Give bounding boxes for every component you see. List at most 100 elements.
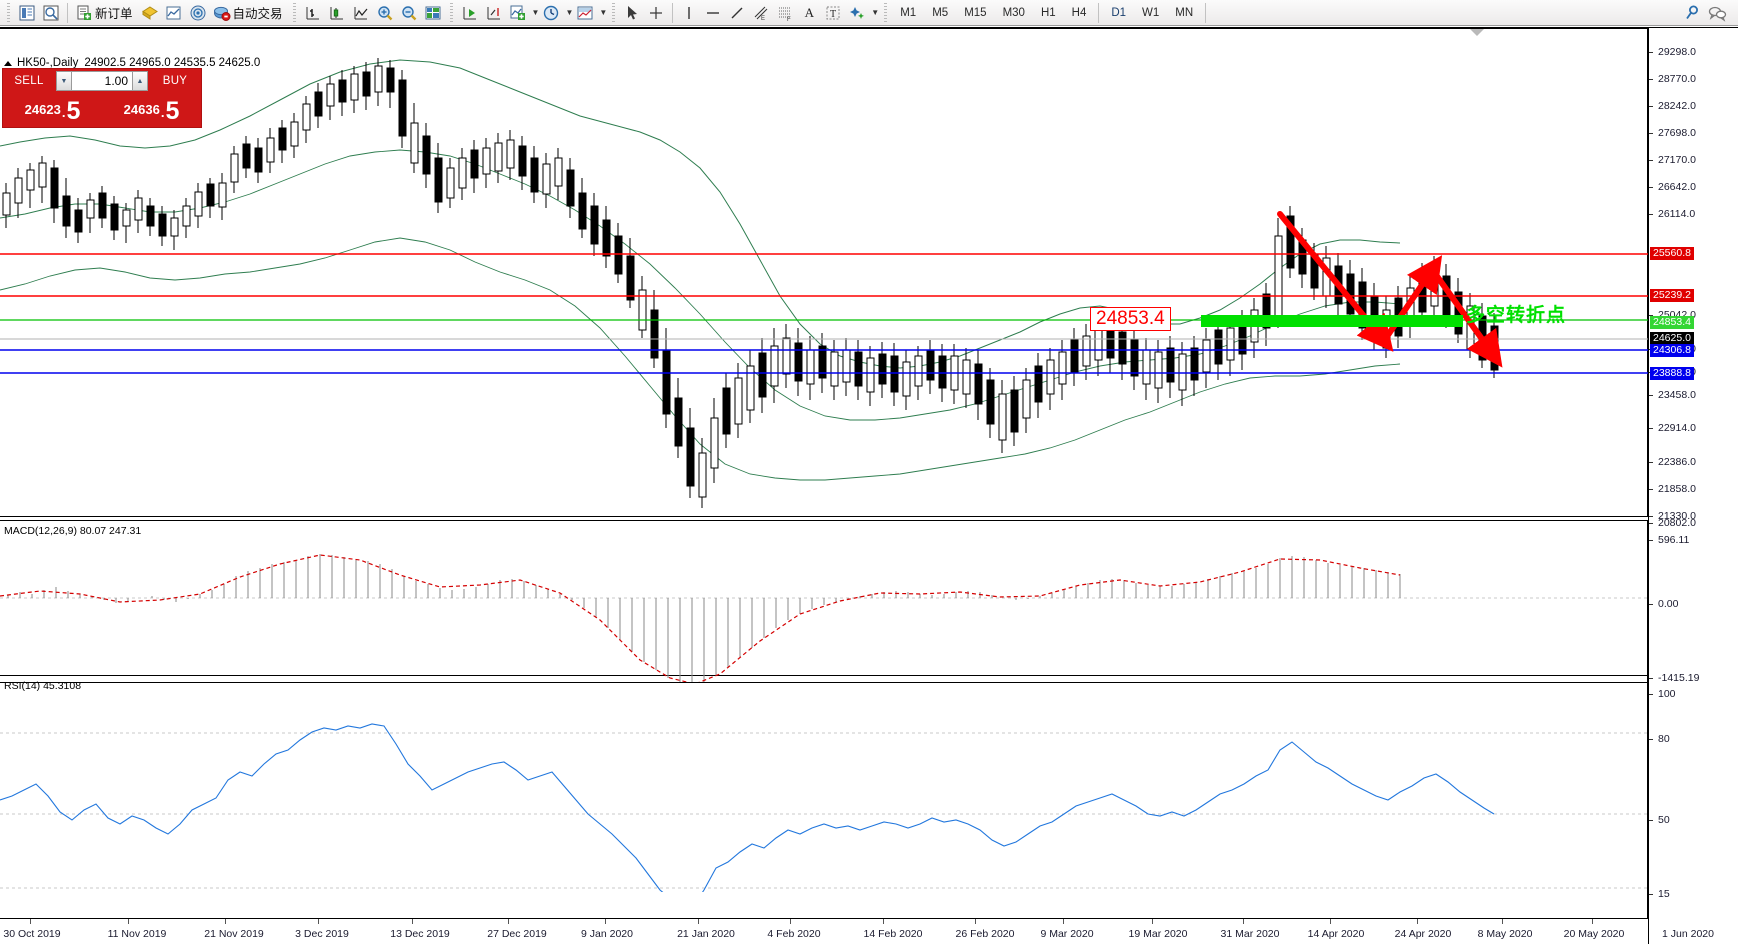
support-badge-23888[interactable]: 23888.8 [1650, 367, 1694, 380]
rsi-pane[interactable] [0, 675, 1648, 919]
timeframe-m15[interactable]: M15 [964, 6, 987, 19]
macd-pane[interactable] [0, 520, 1648, 683]
templates-dropdown-caret-icon[interactable]: ▼ [599, 8, 608, 17]
objects-dropdown-caret-icon[interactable]: ▼ [871, 8, 880, 17]
price-tick: 21858.0 [1649, 483, 1696, 495]
time-tick [30, 919, 31, 924]
macd-tick: 0.00 [1649, 598, 1678, 610]
toolbar-grip-5[interactable] [882, 2, 890, 23]
indicators-list-icon[interactable] [163, 2, 185, 24]
bar-chart-icon[interactable] [302, 2, 324, 24]
trade-panel-prices: 24623 . 5 24636 . 5 [3, 93, 201, 127]
search-icon[interactable] [1681, 2, 1703, 24]
expert-advisors-icon[interactable] [139, 2, 161, 24]
horizontal-line-icon[interactable] [702, 2, 724, 24]
resistance-badge-25560[interactable]: 25560.8 [1650, 247, 1694, 260]
price-axis[interactable]: 29298.0 28770.0 28242.0 27698.0 27170.0 … [1648, 28, 1738, 944]
timeframe-d1[interactable]: D1 [1111, 6, 1127, 19]
chart-shift-icon[interactable] [422, 2, 444, 24]
time-label: 19 Mar 2020 [1128, 928, 1188, 940]
time-axis[interactable]: 30 Oct 2019 11 Nov 2019 21 Nov 2019 3 De… [0, 918, 1714, 944]
periods-clock-icon[interactable] [540, 2, 562, 24]
rsi-tick: 15 [1649, 888, 1670, 900]
volume-input[interactable]: 1.00 [72, 71, 132, 91]
timeframe-m5[interactable]: M5 [932, 6, 949, 19]
timeframe-h4[interactable]: H4 [1071, 6, 1087, 19]
periods-dropdown-caret-icon[interactable]: ▼ [565, 8, 574, 17]
chart-scroll-indicator-icon [1470, 29, 1484, 36]
timeframe-w1[interactable]: W1 [1142, 6, 1160, 19]
time-label: 3 Dec 2019 [295, 928, 349, 940]
collapse-triangle-icon[interactable] [4, 60, 12, 66]
timeframe-mn[interactable]: MN [1175, 6, 1194, 19]
chart-symbol-header[interactable]: HK50-,Daily 24902.5 24965.0 24535.5 2462… [4, 57, 260, 69]
toolbar-grip-3[interactable] [447, 2, 455, 23]
chart-window[interactable]: 24853.4 多空转折点 MACD(12,26,9) 80.07 247.31… [0, 27, 1738, 944]
crosshair-icon[interactable] [645, 2, 667, 24]
new-order-button[interactable]: 新订单 [73, 2, 137, 24]
text-label-icon[interactable]: T [822, 2, 844, 24]
time-tick [128, 919, 129, 924]
chinese-annotation-note[interactable]: 多空转折点 [1466, 305, 1567, 326]
svg-text:E: E [761, 16, 765, 22]
toolbar-grip-4[interactable] [610, 2, 618, 23]
volume-decrement-icon[interactable]: ▼ [56, 71, 72, 91]
objects-list-icon[interactable] [846, 2, 868, 24]
price-tick: 26114.0 [1649, 208, 1695, 220]
price-tick: 29298.0 [1649, 46, 1696, 58]
one-click-trading-panel[interactable]: SELL ▼ 1.00 ▲ BUY 24623 . 5 24636 . 5 [2, 68, 202, 128]
toolbar-grip-2[interactable] [290, 2, 298, 23]
vertical-line-icon[interactable] [678, 2, 700, 24]
volume-stepper[interactable]: ▼ 1.00 ▲ [56, 71, 148, 91]
chart-shift-end-icon[interactable] [483, 2, 505, 24]
toolbar-grip[interactable] [5, 2, 12, 23]
zoom-in-icon[interactable] [374, 2, 396, 24]
signals-icon[interactable] [187, 2, 209, 24]
time-label: 14 Apr 2020 [1307, 928, 1365, 940]
chat-icon[interactable] [1705, 2, 1729, 24]
indicators-dropdown-caret-icon[interactable]: ▼ [531, 8, 540, 17]
templates-icon[interactable] [574, 2, 596, 24]
rsi-tick: 80 [1649, 733, 1670, 745]
trendline-icon[interactable] [726, 2, 748, 24]
buy-price-integer: 24636 [123, 102, 160, 117]
price-pane[interactable] [0, 28, 1648, 517]
time-tick [1243, 919, 1244, 924]
price-tick: 22914.0 [1649, 422, 1696, 434]
support-badge-24306[interactable]: 24306.8 [1650, 344, 1694, 357]
time-label: 8 May 2020 [1477, 928, 1533, 940]
fibonacci-retracement-icon[interactable]: F [774, 2, 796, 24]
timeframe-h1[interactable]: H1 [1040, 6, 1056, 19]
volume-increment-icon[interactable]: ▲ [132, 71, 148, 91]
equidistant-channel-icon[interactable]: E [750, 2, 772, 24]
pivot-badge-24853[interactable]: 24853.4 [1650, 316, 1694, 329]
text-icon[interactable]: A [804, 4, 814, 20]
chart-symbol-period: HK50-,Daily [17, 57, 79, 69]
last-price-badge-24625[interactable]: 24625.0 [1650, 332, 1694, 345]
auto-scroll-icon[interactable] [459, 2, 481, 24]
buy-button[interactable]: 24636 . 5 [103, 93, 200, 126]
price-tag-annotation[interactable]: 24853.4 [1090, 307, 1171, 331]
price-tick: 27170.0 [1649, 154, 1696, 166]
candlestick-chart-icon[interactable] [326, 2, 348, 24]
line-chart-icon[interactable] [350, 2, 372, 24]
data-window-icon[interactable] [40, 2, 62, 24]
market-watch-icon[interactable] [16, 2, 38, 24]
time-tick [1330, 919, 1331, 924]
cursor-icon[interactable] [621, 2, 643, 24]
timeframe-m30[interactable]: M30 [1002, 6, 1025, 19]
price-tick: 28242.0 [1649, 100, 1696, 112]
toolbar-separator [67, 2, 68, 23]
sell-label[interactable]: SELL [14, 75, 44, 87]
price-tick: 26642.0 [1649, 181, 1696, 193]
indicators-add-icon[interactable] [507, 2, 529, 24]
time-label: 27 Dec 2019 [487, 928, 547, 940]
buy-label[interactable]: BUY [162, 75, 188, 87]
resistance-badge-25239[interactable]: 25239.2 [1650, 289, 1694, 302]
auto-trading-button[interactable]: 自动交易 [211, 2, 287, 24]
auto-trading-label: 自动交易 [232, 7, 283, 21]
sell-button[interactable]: 24623 . 5 [4, 93, 101, 126]
zoom-out-icon[interactable] [398, 2, 420, 24]
trade-panel-top-row: SELL ▼ 1.00 ▲ BUY [3, 69, 201, 93]
timeframe-m1[interactable]: M1 [900, 6, 917, 19]
